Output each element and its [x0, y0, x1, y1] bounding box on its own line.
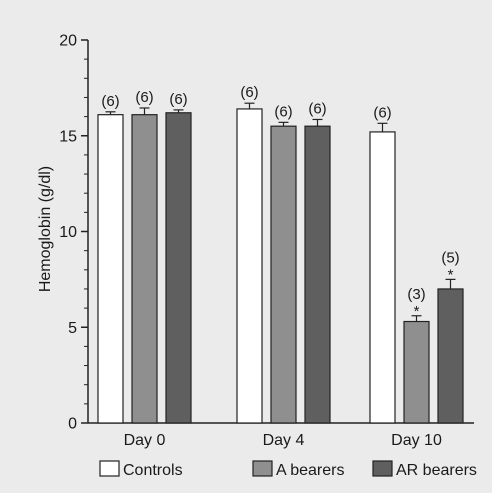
- legend: Controls A bearers AR bearers: [100, 461, 477, 479]
- sample-size-label: (6): [308, 100, 326, 117]
- significance-marker: *: [448, 266, 454, 283]
- bar: [98, 115, 123, 423]
- legend-label: AR bearers: [396, 462, 477, 479]
- y-tick-label: 15: [59, 128, 77, 145]
- sample-size-label: (6): [274, 103, 292, 120]
- bar: [237, 109, 262, 423]
- bar: [404, 322, 429, 423]
- x-tick-label: Day 10: [391, 432, 442, 449]
- x-tick-label: Day 4: [263, 432, 305, 449]
- bar: [271, 126, 296, 423]
- sample-size-label: (5): [441, 249, 459, 266]
- sample-size-label: (6): [240, 84, 258, 101]
- significance-marker: *: [414, 303, 420, 320]
- y-tick-label: 0: [68, 416, 77, 433]
- sample-size-label: (6): [373, 104, 391, 121]
- bar: [370, 132, 395, 423]
- y-tick-label: 5: [68, 320, 77, 337]
- legend-swatch: [100, 461, 119, 476]
- y-axis-title: Hemoglobin (g/dl): [37, 166, 54, 292]
- bar: [132, 115, 157, 423]
- sample-size-label: (6): [135, 89, 153, 106]
- sample-size-label: (6): [169, 91, 187, 108]
- y-tick-label: 10: [59, 224, 77, 241]
- bar: [305, 126, 330, 423]
- sample-size-label: (6): [101, 93, 119, 110]
- y-tick-label: 20: [59, 33, 77, 50]
- legend-label: Controls: [123, 462, 183, 479]
- x-tick-label: Day 0: [124, 432, 166, 449]
- bar: [438, 289, 463, 423]
- legend-swatch: [253, 461, 272, 476]
- sample-size-label: (3): [407, 286, 425, 303]
- bar: [166, 113, 191, 423]
- legend-swatch: [373, 461, 392, 476]
- legend-label: A bearers: [276, 462, 344, 479]
